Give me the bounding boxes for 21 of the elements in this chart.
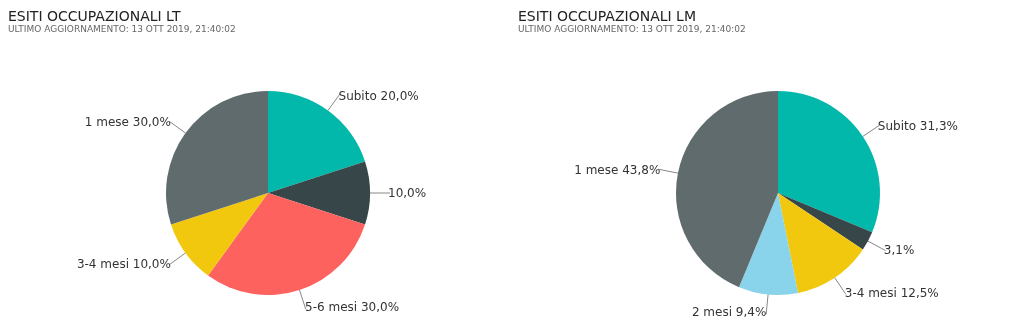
pie-slice (170, 193, 268, 276)
slice-label: Subito 20,0% (338, 88, 419, 103)
slice-label: Subito 31,3% (877, 119, 958, 134)
slice-label: 1 mese 30,0% (84, 115, 171, 130)
chart-subtitle: ULTIMO AGGIORNAMENTO: 13 OTT 2019, 21:40:02 (518, 24, 747, 36)
chart-title: ESITI OCCUPAZIONALI LT (8, 8, 182, 24)
pie-slice (778, 193, 873, 250)
pie-slice (739, 193, 799, 295)
pie-slice (676, 91, 778, 288)
slice-label: 5-6 mesi 30,0% (305, 300, 400, 315)
data-label: 10,0% (388, 186, 427, 200)
data-label: 3,1% (883, 242, 915, 257)
pie-slice (778, 91, 880, 233)
chart-subtitle: ULTIMO AGGIORNAMENTO: 13 OTT 2019, 21:40:02 (8, 24, 237, 36)
chart-title: ESITI OCCUPAZIONALI LM (518, 8, 697, 24)
slice-label: 1 mese 43,8% (574, 162, 661, 177)
slice-label: 3-4 mesi 10,0% (76, 256, 171, 271)
slice-label: 3-4 mesi 12,5% (844, 285, 939, 300)
slice-label: 2 mesi 9,4% (691, 305, 767, 320)
pie-slice (268, 161, 370, 225)
pie-slice (208, 193, 366, 295)
